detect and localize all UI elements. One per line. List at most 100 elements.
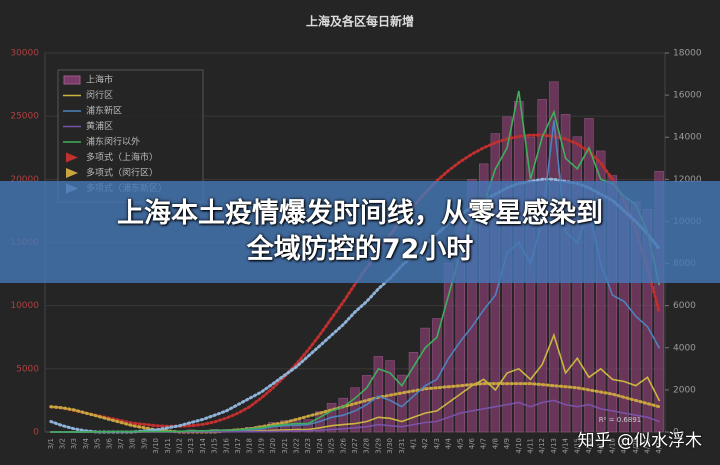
y-tick-label: 30000: [10, 49, 39, 59]
y2-tick-label: 4000: [673, 343, 696, 353]
x-tick-label: 3/18: [246, 438, 254, 454]
y2-tick-label: 16000: [673, 91, 702, 101]
legend-label: 闵行区: [86, 89, 113, 101]
x-tick-label: 4/4: [445, 437, 453, 449]
x-tick-label: 4/13: [550, 438, 558, 454]
x-tick-label: 3/7: [117, 438, 125, 449]
y-tick-label: 5000: [16, 364, 39, 374]
bar: [432, 318, 442, 433]
x-tick-label: 4/12: [538, 438, 546, 454]
x-tick-label: 3/16: [222, 437, 230, 453]
legend-swatch: [66, 168, 78, 178]
x-tick-label: 3/14: [199, 437, 207, 453]
bar: [373, 356, 384, 433]
x-tick-label: 4/8: [491, 438, 499, 449]
x-tick-label: 3/23: [304, 438, 312, 454]
x-tick-label: 4/6: [468, 437, 476, 449]
x-tick-label: 3/21: [281, 438, 289, 454]
y2-tick-label: 12000: [673, 175, 702, 185]
bar: [572, 136, 582, 433]
x-tick-label: 4/18: [608, 438, 616, 454]
legend-label: 多项式（上海市）: [86, 151, 158, 163]
x-tick-label: 3/1: [47, 438, 55, 449]
x-tick-label: 4/3: [433, 438, 441, 449]
x-tick-label: 3/29: [374, 438, 382, 454]
x-tick-label: 3/24: [316, 437, 324, 453]
x-tick-label: 3/4: [82, 437, 90, 449]
legend-label: 黄浦区: [86, 120, 113, 132]
x-tick-label: 3/27: [351, 438, 359, 454]
x-tick-label: 4/7: [480, 438, 488, 449]
x-tick-label: 3/19: [257, 438, 265, 454]
bar: [525, 136, 536, 433]
annotation: R² = 0.6891: [599, 416, 641, 424]
legend-label: 浦东新区: [86, 105, 122, 117]
line: [50, 90, 660, 433]
x-tick-label: 4/1: [409, 438, 417, 449]
x-tick-label: 3/31: [398, 438, 406, 454]
x-tick-label: 3/17: [234, 438, 242, 454]
x-tick-label: 3/2: [59, 438, 67, 449]
x-tick-label: 4/10: [515, 438, 523, 454]
y-tick-label: 10000: [10, 301, 39, 311]
x-tick-label: 3/13: [187, 438, 195, 454]
bar: [467, 179, 477, 433]
x-tick-label: 4/20: [632, 438, 640, 454]
y-tick-label: 0: [33, 428, 39, 438]
x-tick-label: 4/9: [503, 438, 511, 449]
headline: 全域防控的72小时: [246, 234, 474, 265]
x-tick-label: 4/15: [573, 438, 581, 454]
watermark: 知乎 @似水浮木: [577, 431, 702, 451]
x-tick-label: 4/2: [421, 438, 429, 449]
legend-box: [57, 69, 204, 203]
bar: [654, 171, 664, 433]
x-tick-label: 3/15: [211, 438, 219, 454]
x-tick-label: 3/12: [176, 438, 184, 454]
x-tick-label: 3/20: [269, 438, 277, 454]
x-tick-label: 3/5: [94, 438, 102, 449]
x-tick-label: 3/9: [140, 438, 148, 449]
banner: 上海本土疫情爆发时间线，从零星感染到 全域防控的72小时: [0, 181, 720, 283]
x-tick-label: 3/10: [152, 438, 160, 454]
y2-tick-label: 0: [673, 428, 679, 438]
x-tick-label: 4/16: [585, 437, 593, 453]
y-tick-label: 25000: [10, 112, 39, 122]
y2-tick-label: 2000: [673, 385, 696, 395]
y2-tick-label: 14000: [673, 133, 702, 143]
x-tick-label: 3/6: [105, 437, 113, 449]
bar: [595, 150, 606, 433]
chart-title: 上海及各区每日新增: [306, 14, 414, 29]
y-tick-label: 20000: [10, 175, 39, 185]
bar: [607, 175, 618, 433]
x-tick-label: 3/22: [293, 438, 301, 454]
trend-line: [49, 177, 661, 434]
x-tick-label: 3/25: [328, 438, 336, 454]
legend-label: 上海市: [86, 74, 113, 86]
bar: [420, 327, 430, 433]
x-tick-label: 3/30: [386, 438, 394, 454]
x-tick-label: 4/5: [456, 438, 464, 449]
y2-tick-label: 6000: [673, 301, 696, 311]
x-tick-label: 4/17: [597, 438, 605, 454]
x-tick-label: 4/22: [655, 438, 663, 454]
x-tick-label: 4/14: [562, 437, 570, 453]
x-tick-label: 4/21: [643, 438, 651, 454]
bar: [443, 263, 454, 433]
legend-swatch: [66, 152, 78, 163]
legend-label: 多项式（闵行区）: [86, 167, 158, 179]
legend-label: 浦东闵行以外: [86, 136, 140, 148]
bar: [350, 387, 360, 433]
legend-swatch: [63, 75, 81, 85]
headline: 上海本土疫情爆发时间线，从零星感染到: [117, 198, 603, 229]
bar: [478, 163, 489, 433]
trend-line: [49, 133, 661, 428]
x-tick-label: 3/26: [339, 437, 347, 453]
y2-tick-label: 18000: [673, 49, 702, 59]
x-tick-label: 3/11: [164, 438, 172, 454]
bar: [303, 419, 313, 433]
x-tick-label: 4/19: [620, 438, 628, 454]
x-tick-label: 3/8: [129, 438, 137, 449]
x-tick-label: 3/28: [363, 438, 371, 454]
x-tick-label: 3/3: [70, 438, 78, 449]
